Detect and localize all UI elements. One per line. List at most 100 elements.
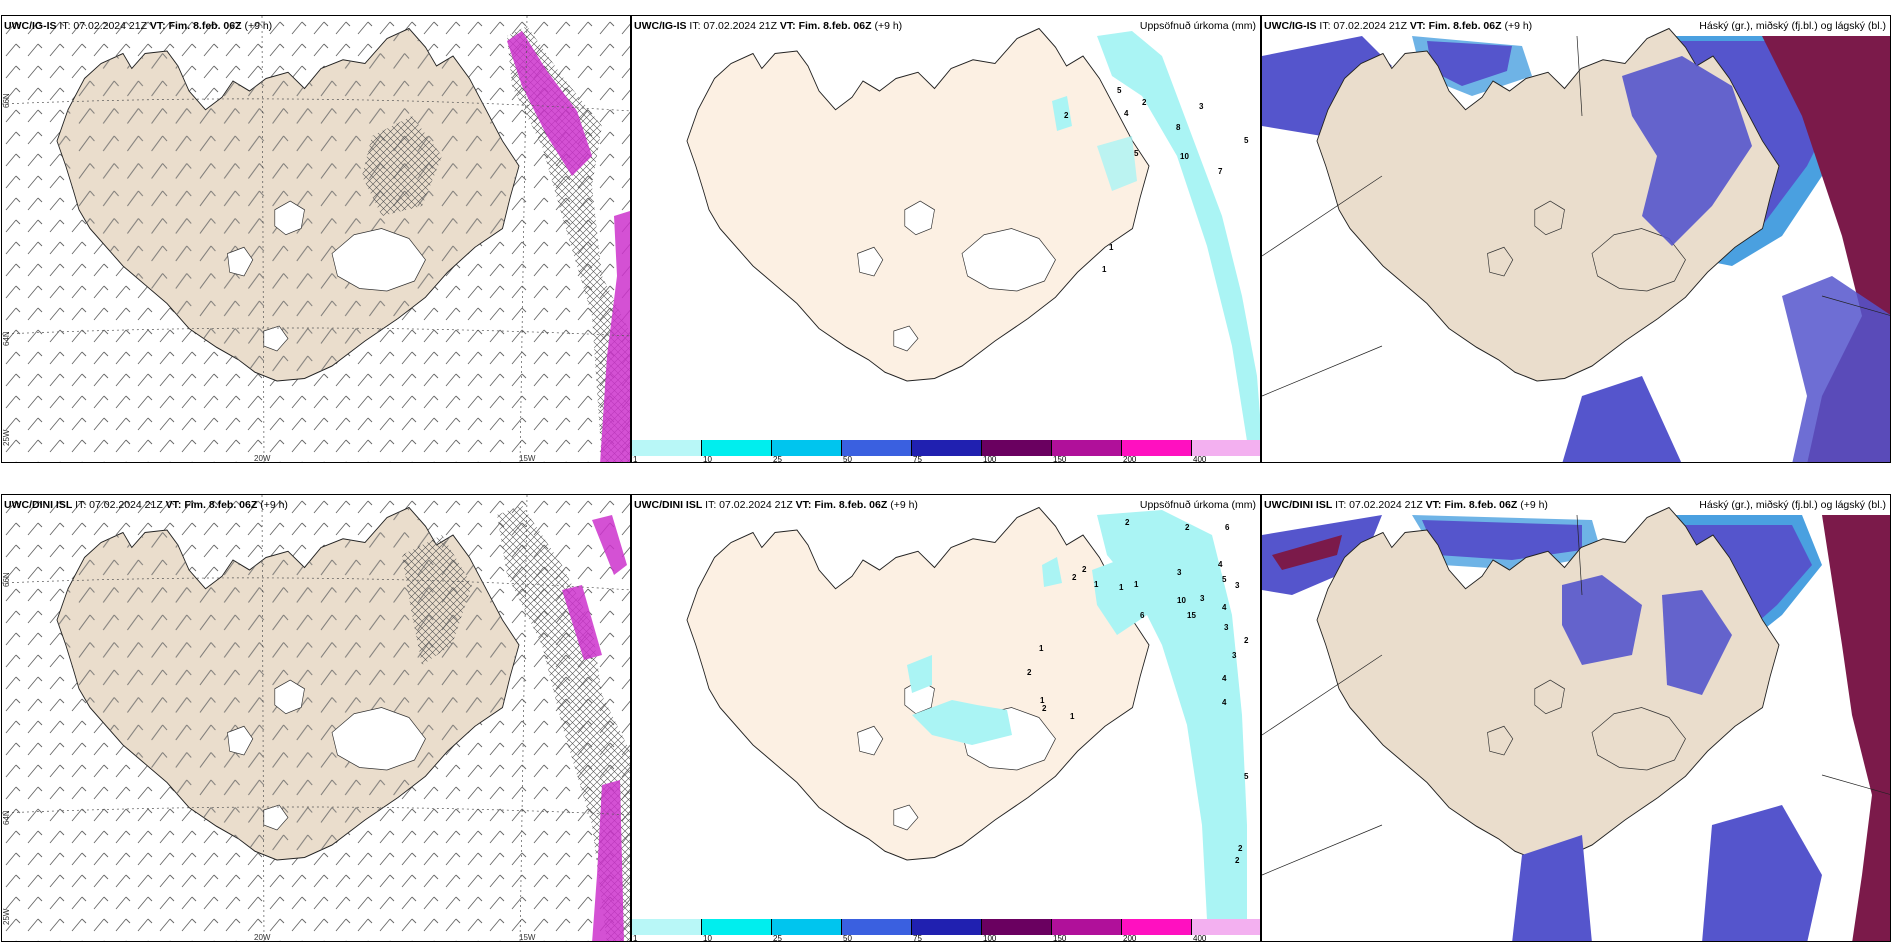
colorbar-box-8 — [1192, 919, 1260, 935]
colorbar-label: 75 — [913, 455, 922, 463]
svg-text:15: 15 — [1187, 611, 1196, 620]
svg-text:5: 5 — [1222, 575, 1227, 584]
svg-text:1: 1 — [1070, 712, 1075, 721]
svg-text:2: 2 — [1238, 844, 1243, 853]
cloud-map — [1262, 506, 1890, 941]
colorbar-box-0 — [632, 919, 702, 935]
colorbar-box-8 — [1192, 440, 1260, 456]
svg-text:4: 4 — [1124, 109, 1129, 118]
precip-colorbar: 1 10 25 50 75 100 150 200 400 — [632, 440, 1260, 463]
svg-text:3: 3 — [1232, 651, 1237, 660]
colorbar-label: 400 — [1193, 934, 1207, 942]
panel-subtitle: Háský (gr.), miðský (fj.bl.) og lágský (… — [1699, 20, 1886, 32]
colorbar-label: 100 — [983, 934, 997, 942]
lon-label-15: 15W — [519, 454, 536, 463]
colorbar-label: 150 — [1053, 455, 1067, 463]
colorbar-label: 400 — [1193, 455, 1207, 463]
svg-text:10: 10 — [1177, 596, 1186, 605]
lon-label-25: 25W — [2, 908, 11, 925]
lat-label-66: 66N — [2, 93, 11, 108]
wind-panel-row2: 66N 64N 25W 20W 15W UWC/DINI ISL IT: 07.… — [1, 494, 631, 942]
panel-subtitle: Háský (gr.), miðský (fj.bl.) og lágský (… — [1699, 499, 1886, 511]
lat-label-66: 66N — [2, 572, 11, 587]
svg-text:2: 2 — [1142, 98, 1147, 107]
colorbar-box-3 — [842, 919, 912, 935]
colorbar-box-2 — [772, 919, 842, 935]
colorbar-box-1 — [702, 440, 772, 456]
lon-label-25: 25W — [2, 429, 11, 446]
colorbar-label: 200 — [1123, 934, 1137, 942]
svg-text:6: 6 — [1140, 611, 1145, 620]
colorbar-box-6 — [1052, 919, 1122, 935]
svg-text:2: 2 — [1042, 704, 1047, 713]
cloud-panel-row1: UWC/IG-IS IT: 07.02.2024 21Z VT: Fim. 8.… — [1261, 15, 1891, 463]
lon-label-15: 15W — [519, 933, 536, 942]
colorbar-box-3 — [842, 440, 912, 456]
colorbar-label: 25 — [773, 934, 782, 942]
svg-text:1: 1 — [1094, 580, 1099, 589]
colorbar-label: 100 — [983, 455, 997, 463]
colorbar-label: 10 — [703, 455, 712, 463]
colorbar-label: 1 — [633, 455, 638, 463]
svg-text:4: 4 — [1222, 674, 1227, 683]
svg-text:3: 3 — [1224, 623, 1229, 632]
panel-title: UWC/IG-IS IT: 07.02.2024 21Z VT: Fim. 8.… — [634, 20, 903, 32]
lon-label-20: 20W — [254, 454, 271, 463]
colorbar-box-1 — [702, 919, 772, 935]
panel-subtitle: Uppsöfnuð úrkoma (mm) — [1139, 20, 1256, 32]
precip-panel-row2: 2 2 6 2 1 4 1 3 5 3 10 3 4 6 15 3 4 1 3 … — [631, 494, 1261, 942]
svg-text:3: 3 — [1177, 568, 1182, 577]
colorbar-box-2 — [772, 440, 842, 456]
colorbar-box-7 — [1122, 440, 1192, 456]
wind-panel-row1: 66N 64N 25W 20W 15W UWC/IG-IS IT: 07.02.… — [1, 15, 631, 463]
colorbar-label: 50 — [843, 934, 852, 942]
precip-map: 2 2 6 2 1 4 1 3 5 3 10 3 4 6 15 3 4 1 3 … — [686, 506, 1249, 920]
precip-colorbar: 1 10 25 50 75 100 150 200 400 — [632, 919, 1260, 942]
svg-text:5: 5 — [1134, 149, 1139, 158]
colorbar-box-4 — [912, 440, 982, 456]
svg-text:1: 1 — [1102, 265, 1107, 274]
panel-title: UWC/DINI ISL IT: 07.02.2024 21Z VT: Fim.… — [634, 499, 918, 511]
svg-text:5: 5 — [1244, 136, 1249, 145]
colorbar-box-6 — [1052, 440, 1122, 456]
cloud-map — [1262, 27, 1890, 462]
precip-panel-row1: 2 5 4 2 3 8 5 10 7 5 1 1 UWC/IG-IS IT: 0… — [631, 15, 1261, 463]
svg-text:1: 1 — [1134, 580, 1139, 589]
svg-text:4: 4 — [1218, 560, 1223, 569]
precip-values: 2 2 6 2 1 4 1 3 5 3 10 3 4 6 15 3 4 1 3 … — [1027, 518, 1249, 865]
svg-text:2: 2 — [1125, 518, 1130, 527]
panel-title: UWC/DINI ISL IT: 07.02.2024 21Z VT: Fim.… — [4, 499, 288, 511]
svg-text:4: 4 — [1222, 603, 1227, 612]
svg-text:1: 1 — [1119, 583, 1124, 592]
panel-title: UWC/DINI ISL IT: 07.02.2024 21Z VT: Fim.… — [1264, 499, 1548, 511]
colorbar-label: 50 — [843, 455, 852, 463]
svg-text:4: 4 — [1222, 698, 1227, 707]
precip-values: 2 5 4 2 3 8 5 10 7 5 1 1 — [1064, 86, 1249, 274]
svg-text:3: 3 — [1200, 594, 1205, 603]
svg-text:1: 1 — [1040, 696, 1045, 705]
svg-text:10: 10 — [1180, 152, 1189, 161]
svg-text:2: 2 — [1082, 565, 1087, 574]
colorbar-label: 10 — [703, 934, 712, 942]
svg-text:3: 3 — [1235, 581, 1240, 590]
wind-map: 66N 64N 25W 20W 15W — [2, 495, 630, 942]
svg-text:2: 2 — [1072, 573, 1077, 582]
svg-text:2: 2 — [1027, 668, 1032, 677]
colorbar-label: 75 — [913, 934, 922, 942]
panel-title: UWC/IG-IS IT: 07.02.2024 21Z VT: Fim. 8.… — [1264, 20, 1533, 32]
colorbar-box-0 — [632, 440, 702, 456]
colorbar-box-7 — [1122, 919, 1192, 935]
colorbar-label: 25 — [773, 455, 782, 463]
lat-label-64: 64N — [2, 810, 11, 825]
svg-text:2: 2 — [1235, 856, 1240, 865]
svg-text:2: 2 — [1185, 523, 1190, 532]
svg-text:5: 5 — [1244, 772, 1249, 781]
cloud-panel-row2: UWC/DINI ISL IT: 07.02.2024 21Z VT: Fim.… — [1261, 494, 1891, 942]
colorbar-box-5 — [982, 440, 1052, 456]
colorbar-label: 200 — [1123, 455, 1137, 463]
svg-text:7: 7 — [1218, 167, 1223, 176]
panel-title: UWC/IG-IS IT: 07.02.2024 21Z VT: Fim. 8.… — [4, 20, 273, 32]
svg-text:2: 2 — [1064, 111, 1069, 120]
colorbar-box-4 — [912, 919, 982, 935]
svg-text:1: 1 — [1109, 243, 1114, 252]
